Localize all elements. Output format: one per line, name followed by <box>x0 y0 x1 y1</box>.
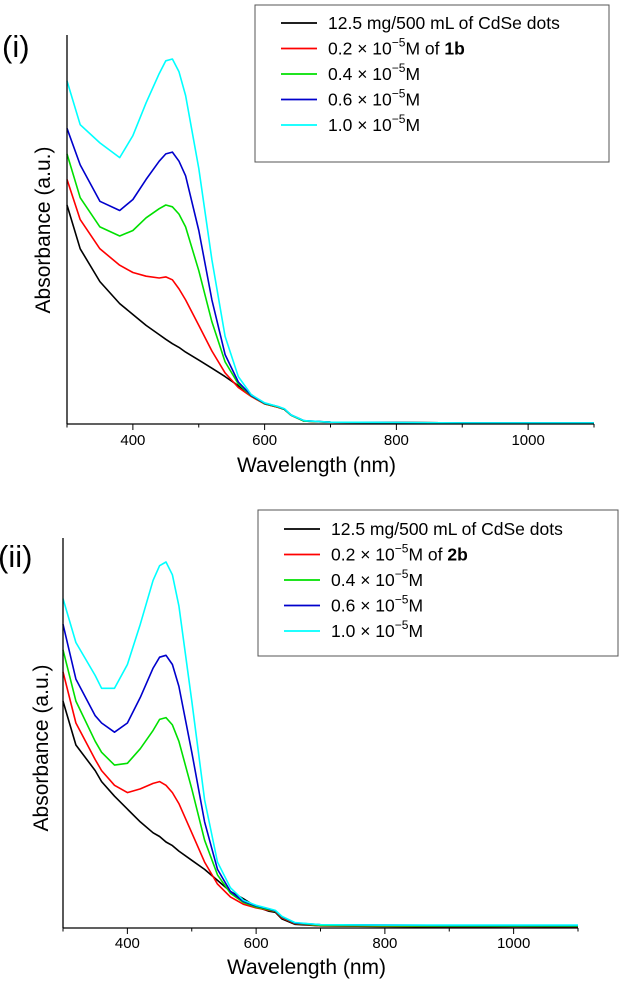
y-axis-label-ii: Absorbance (a.u.) <box>30 665 53 832</box>
legend-entry-i-4: 0.6 × 10−5M <box>328 87 420 110</box>
series-line-ii-5 <box>62 561 578 926</box>
x-tick-label-ii-800: 800 <box>372 935 397 952</box>
chart-panel-ii: 400 600 800 1000 Wavelength (nm) Absorbance (… <box>0 493 620 986</box>
chart-panel-i: 400 600 800 1000 Wavelength (nm) Absorbance (… <box>2 4 610 477</box>
series-line-ii-2 <box>62 671 578 928</box>
panel-label-i: (i) <box>2 29 30 64</box>
series-line-ii-4 <box>62 624 578 927</box>
x-axis-label-ii: Wavelength (nm) <box>227 956 386 979</box>
legend-entry-i-1: 12.5 mg/500 mL of CdSe dots <box>328 13 560 33</box>
x-tick-label-i-800: 800 <box>384 432 409 449</box>
panel-label-ii: (ii) <box>0 539 32 574</box>
series-line-ii-1 <box>62 700 579 928</box>
x-tick-label-i-600: 600 <box>252 432 277 449</box>
chart-svg-ii: 400 600 800 1000 Wavelength (nm) Absorbance (… <box>0 509 619 979</box>
series-line-i-3 <box>66 153 594 424</box>
x-tick-label-i-400: 400 <box>120 432 145 449</box>
legend-entry-ii-3: 0.4 × 10−5M <box>331 567 423 590</box>
x-tick-label-ii-400: 400 <box>115 935 140 952</box>
legend-entry-ii-2: 0.2 × 10−5M of 2b <box>331 542 468 565</box>
x-tick-label-i-1000: 1000 <box>511 432 544 449</box>
x-tick-label-ii-1000: 1000 <box>497 935 530 952</box>
series-line-i-5 <box>66 58 594 424</box>
series-line-ii-3 <box>62 649 578 928</box>
legend-entry-i-2: 0.2 × 10−5M of 1b <box>328 36 465 59</box>
legend-entry-ii-5: 1.0 × 10−5M <box>331 618 423 641</box>
legend-box-i <box>254 4 610 163</box>
x-tick-label-ii-600: 600 <box>244 935 269 952</box>
series-line-i-2 <box>66 179 594 424</box>
legend-entry-i-3: 0.4 × 10−5M <box>328 61 420 84</box>
y-axis-label-i: Absorbance (a.u.) <box>32 147 55 314</box>
legend-entry-ii-4: 0.6 × 10−5M <box>331 593 423 616</box>
legend-entry-i-5: 1.0 × 10−5M <box>328 112 420 135</box>
x-axis-label-i: Wavelength (nm) <box>237 454 396 477</box>
series-line-i-1 <box>66 204 594 424</box>
legend-entry-ii-1: 12.5 mg/500 mL of CdSe dots <box>331 519 563 539</box>
chart-svg-i: 400 600 800 1000 Wavelength (nm) Absorbance (… <box>2 4 610 477</box>
